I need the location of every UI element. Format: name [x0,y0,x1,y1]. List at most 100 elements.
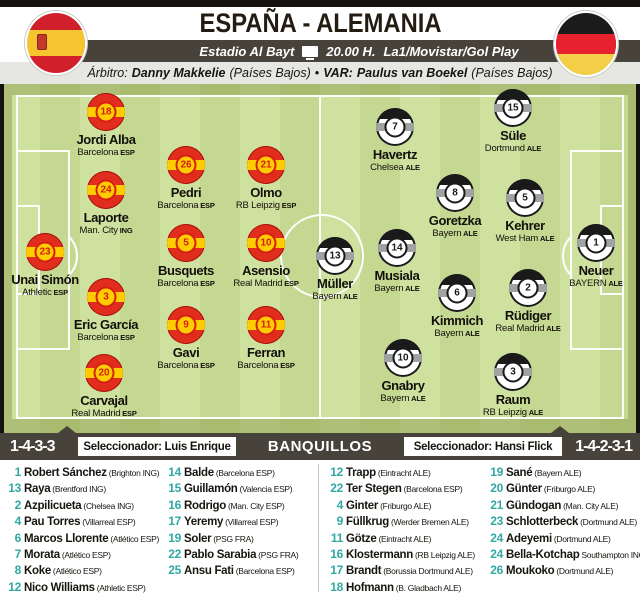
bench-player-name: Sané [506,467,533,479]
player-club: BAYERN ALE [569,278,623,289]
bench-divider [318,464,319,592]
spain-player-chip: 5 Busquets Barcelona ESP [126,224,246,289]
bench-player-number: 4 [14,514,22,529]
bench-player-club: Southampton ING [581,549,640,560]
spain-jersey-icon: 21 [247,146,285,184]
germany-jersey-icon: 2 [509,269,547,307]
player-name: Süle [500,128,526,143]
spain-player-chip: 21 Olmo RB Leipzig ESP [206,146,326,211]
bench-player-number: 6 [14,530,22,545]
player-club: Bayern ALE [312,291,358,302]
bench-player-name: Ter Stegen [346,483,402,496]
bench-player-row: 1 Robert Sánchez (Brighton ING) [6,464,164,480]
bench-player-name: Schlotterbeck [506,516,579,529]
germany-jersey-icon: 15 [494,89,532,127]
bench-player-club: (Werder Bremen ALE) [390,517,469,528]
spain-jersey-icon: 23 [26,233,64,271]
bench-player-row: 20 Günter (Friburgo ALE) [488,480,638,496]
bench-player-name: Moukoko [506,565,555,578]
bench-player-number: 17 [330,563,343,578]
bench-player-club: (Man. City ALE) [563,500,619,511]
player-name: Kehrer [505,218,545,233]
bench-player-name: Morata [24,548,60,561]
germany-flag-icon [554,11,618,77]
player-number: 26 [175,154,197,176]
player-number: 15 [502,97,524,119]
bench-player-name: Raya [24,483,51,496]
bench-player-number: 18 [330,579,343,594]
bench-player-number: 4 [336,497,344,512]
bench-player-row: 19 Soler (PSG FRA) [166,530,316,546]
bench-player-row: 17 Yeremy (Villarreal ESP) [166,513,316,529]
player-name: Asensio [242,263,290,278]
arrow-up-icon [551,426,569,433]
player-number: 3 [502,361,524,383]
germany-player-chip: 6 Kimmich Bayern ALE [397,274,517,339]
bench-player-row: 16 Rodrigo (Man. City ESP) [166,497,316,513]
bench-player-number: 24 [490,530,503,545]
bench-player-number: 23 [490,514,503,529]
stadium-name: Estadio Al Bayt [199,43,295,59]
spain-player-chip: 26 Pedri Barcelona ESP [126,146,246,211]
bench-player-row: 4 Ginter (Friburgo ALE) [328,497,486,513]
bench-player-name: Brandt [346,565,382,578]
bench-player-name: Guillamón [184,483,238,496]
center-circle [280,214,364,298]
left-penalty-arc [70,228,98,284]
arrow-up-icon [58,426,76,433]
player-name: Olmo [250,185,282,200]
player-number: 8 [444,182,466,204]
bench-player-number: 22 [330,481,343,496]
bench-player-number: 16 [330,546,343,561]
var-prefix: VAR: [323,66,353,80]
spain-jersey-icon: 11 [247,306,285,344]
bench-player-number: 16 [168,497,181,512]
germany-player-chip: 2 Rüdiger Real Madrid ALE [468,269,588,334]
germany-player-chip: 5 Kehrer West Ham ALE [465,179,585,244]
bench-player-club: (Brentford ING) [52,484,106,495]
bench-player-club: (Brighton ING) [108,468,160,478]
player-number: 9 [175,314,197,336]
bench-player-row: 24 Adeyemi (Dortmund ALE) [488,530,638,546]
bench-player-club: (RB Leipzig ALE) [415,549,475,560]
player-name: Rüdiger [504,308,552,323]
germany-bench-column-1: 12 Trapp (Eintracht ALE) 22 Ter Stegen (Barce… [328,464,486,594]
bench-player-row: 14 Balde (Barcelona ESP) [166,464,316,480]
spain-jersey-icon: 26 [167,146,205,184]
germany-jersey-icon: 6 [438,274,476,312]
player-number: 18 [95,101,117,123]
bench-player-name: Ginter [346,499,379,512]
header: ESPAÑA - ALEMANIA [0,7,640,40]
player-name: Müller [317,276,353,291]
spain-player-chip: 24 Laporte Man. City ING [46,171,166,236]
bench-player-club: (Villarreal ESP) [82,517,136,528]
bench-player-club: (Chelsea ING) [83,500,134,511]
bench-player-name: Hofmann [346,581,394,594]
germany-jersey-icon: 1 [577,224,615,262]
spain-player-chip: 20 Carvajal Real Madrid ESP [44,354,164,419]
bench-player-number: 7 [14,546,22,561]
player-club: Bayern ALE [432,228,478,239]
player-name: Gnabry [381,378,425,393]
kickoff-time: 20.00 H. [326,43,376,59]
player-name: Gavi [172,345,200,360]
player-number: 10 [255,232,277,254]
spain-player-chip: 18 Jordi Alba Barcelona ESP [46,93,166,158]
bench-player-number: 19 [168,530,181,545]
player-number: 10 [392,347,414,369]
player-club: Barcelona ESP [237,360,295,371]
bench-player-club: (Barcelona ESP) [235,566,295,577]
spain-formation: 1-4-3-3 [10,437,56,455]
spain-player-chip: 3 Eric García Barcelona ESP [46,278,166,343]
bench-player-number: 20 [490,481,503,496]
germany-formation: 1-4-2-3-1 [575,437,633,455]
spain-flag-icon [25,11,87,75]
bench-player-club: (Atlético ESP) [52,566,102,577]
bench-player-row: 19 Sané (Bayern ALE) [488,464,638,480]
germany-jersey-icon: 8 [436,174,474,212]
germany-player-chip: 1 Neuer BAYERN ALE [536,224,640,289]
player-number: 13 [324,245,346,267]
bench-player-name: Nico Williams [24,581,95,594]
bench-player-club: (B. Gladbach ALE) [395,582,462,593]
player-club: Dortmund ALE [484,143,542,154]
